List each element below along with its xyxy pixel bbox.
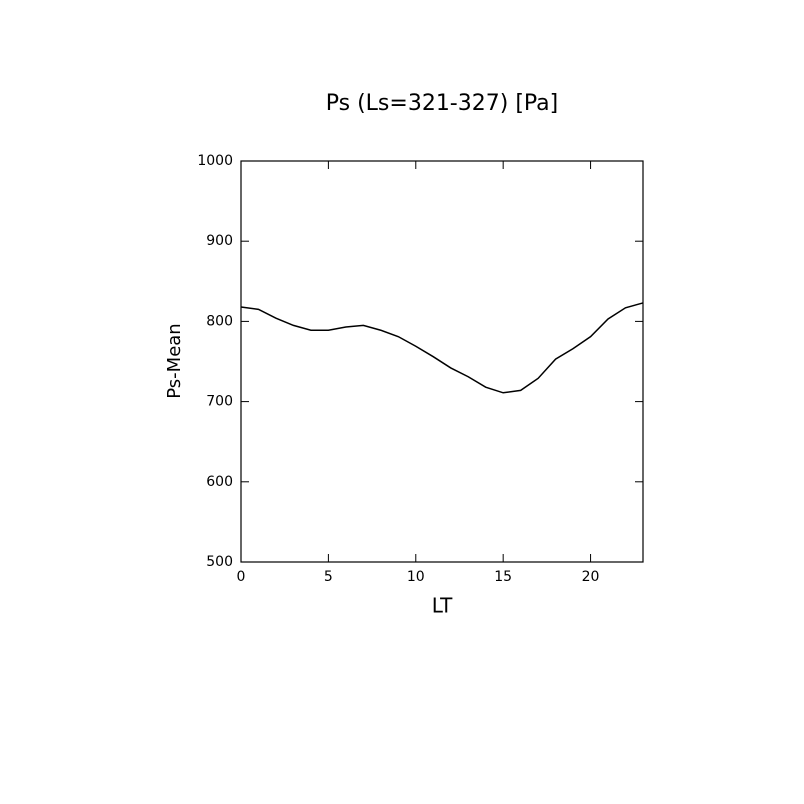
x-tick-label: 5 [324, 569, 333, 585]
y-axis-label: Ps-Mean [164, 323, 185, 398]
y-tick-label: 800 [206, 313, 233, 329]
x-axis-label: LT [432, 594, 453, 618]
plot-frame [240, 160, 644, 563]
x-tick-label: 20 [582, 569, 600, 585]
chart-title: Ps (Ls=321-327) [Pa] [326, 91, 559, 116]
y-tick-label: 600 [206, 474, 233, 490]
y-tick-label: 900 [206, 233, 233, 249]
x-tick-label: 0 [237, 569, 246, 585]
data-line [240, 302, 644, 394]
y-tick-label: 1000 [197, 153, 233, 169]
y-tick-label: 700 [206, 394, 233, 410]
x-tick-label: 15 [494, 569, 512, 585]
y-tick-label: 500 [206, 554, 233, 570]
x-tick-label: 10 [407, 569, 425, 585]
